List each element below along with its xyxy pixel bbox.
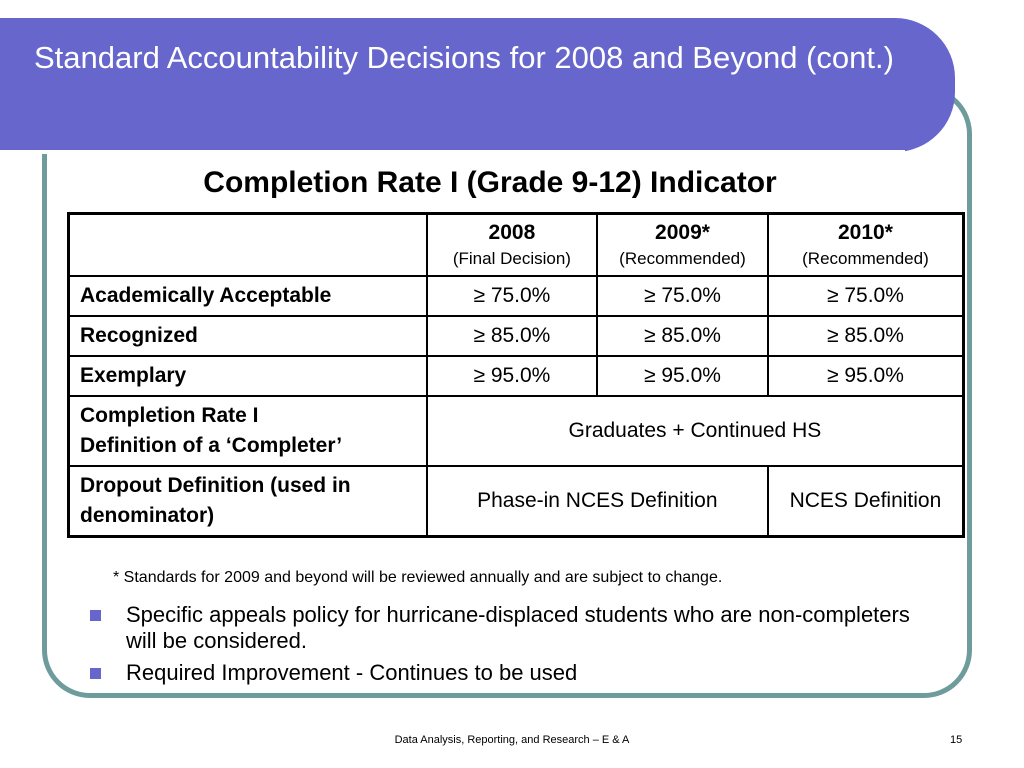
cell-value: ≥ 85.0% [596, 315, 769, 357]
row-label: Recognized [67, 315, 428, 357]
cell-value: ≥ 75.0% [596, 275, 769, 317]
dropout-row: Dropout Definition (used in denominator)… [67, 465, 965, 538]
header-note: (Recommended) [619, 249, 746, 268]
cell-value: ≥ 85.0% [766, 315, 965, 357]
square-bullet-icon [90, 610, 101, 621]
dropout-label: Dropout Definition (used in denominator) [67, 465, 428, 538]
table-row: Exemplary ≥ 95.0% ≥ 95.0% ≥ 95.0% [67, 355, 965, 397]
bullet-text: Specific appeals policy for hurricane-di… [126, 602, 910, 653]
completer-label-line1: Completion Rate I [80, 404, 259, 427]
table-row: Academically Acceptable ≥ 75.0% ≥ 75.0% … [67, 275, 965, 317]
header-2009: 2009* (Recommended) [596, 212, 769, 277]
header-empty-cell [67, 212, 428, 277]
header-2008: 2008 (Final Decision) [425, 212, 599, 277]
footer-text: Data Analysis, Reporting, and Research –… [394, 734, 630, 746]
bullet-text: Required Improvement - Continues to be u… [126, 660, 578, 685]
header-2010: 2010* (Recommended) [766, 212, 965, 277]
title-underline [0, 150, 905, 154]
footnote: * Standards for 2009 and beyond will be … [113, 569, 723, 586]
header-note: (Recommended) [802, 249, 929, 268]
completer-label-line2: Definition of a ‘Completer’ [80, 434, 343, 457]
table-heading: Completion Rate I (Grade 9-12) Indicator [203, 166, 777, 199]
table-row: Recognized ≥ 85.0% ≥ 85.0% ≥ 85.0% [67, 315, 965, 357]
dropout-value-2008-2009: Phase-in NCES Definition [425, 465, 769, 538]
cell-value: ≥ 95.0% [596, 355, 769, 397]
cell-value: ≥ 75.0% [766, 275, 965, 317]
dropout-value-2010: NCES Definition [766, 465, 965, 538]
header-year: 2010* [837, 221, 893, 244]
header-year: 2008 [488, 221, 536, 244]
slide-title: Standard Accountability Decisions for 20… [34, 40, 894, 75]
page-number: 15 [950, 734, 963, 746]
header-note: (Final Decision) [452, 249, 571, 268]
completer-value: Graduates + Continued HS [425, 395, 965, 467]
row-label: Academically Acceptable [67, 275, 428, 317]
title-bar [0, 18, 955, 154]
bullet-item: Specific appeals policy for hurricane-di… [90, 602, 930, 654]
cell-value: ≥ 95.0% [425, 355, 599, 397]
header-year: 2009* [655, 221, 710, 244]
cell-value: ≥ 95.0% [766, 355, 965, 397]
table-header-row: 2008 (Final Decision) 2009* (Recommended… [67, 212, 965, 277]
bullet-list: Specific appeals policy for hurricane-di… [90, 602, 930, 692]
cell-value: ≥ 75.0% [425, 275, 599, 317]
square-bullet-icon [90, 668, 101, 679]
row-label: Exemplary [67, 355, 428, 397]
completer-label: Completion Rate I Definition of a ‘Compl… [67, 395, 428, 467]
completer-row: Completion Rate I Definition of a ‘Compl… [67, 395, 965, 467]
standards-table: 2008 (Final Decision) 2009* (Recommended… [67, 212, 965, 538]
bullet-item: Required Improvement - Continues to be u… [90, 660, 930, 686]
cell-value: ≥ 85.0% [425, 315, 599, 357]
